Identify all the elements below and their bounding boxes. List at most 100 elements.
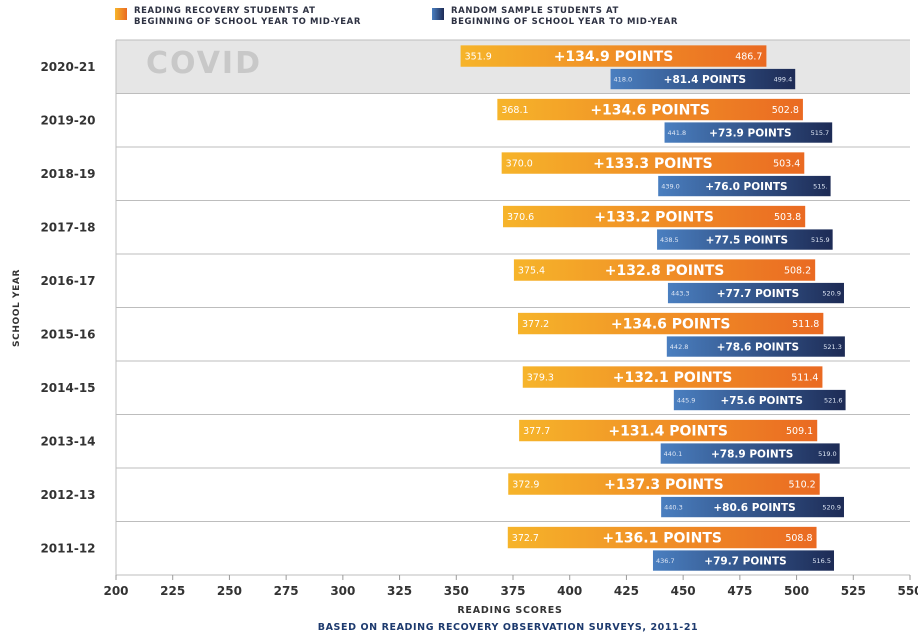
bar-rs-gain-label: +80.6 POINTS bbox=[713, 502, 795, 514]
bar-rs-gain-label: +79.7 POINTS bbox=[704, 556, 786, 568]
bar-reading-recovery bbox=[513, 259, 816, 281]
bar-rs-end-label: 499.4 bbox=[774, 76, 793, 84]
legend-rr-line2: BEGINNING OF SCHOOL YEAR TO MID-YEAR bbox=[134, 17, 361, 27]
covid-annotation: COVID bbox=[146, 46, 262, 81]
bar-rr-end-label: 502.8 bbox=[772, 105, 799, 116]
bar-rr-gain-label: +133.3 POINTS bbox=[593, 156, 713, 172]
bar-rr-gain-label: +134.9 POINTS bbox=[554, 49, 674, 65]
y-tick-label: 2017-18 bbox=[40, 220, 95, 234]
bar-rr-end-label: 503.4 bbox=[773, 159, 800, 170]
bar-random-sample bbox=[657, 229, 833, 250]
bar-rs-gain-label: +77.5 POINTS bbox=[706, 235, 788, 247]
x-tick-label: 375 bbox=[500, 584, 525, 598]
chart-footnote: BASED ON READING RECOVERY OBSERVATION SU… bbox=[318, 622, 699, 633]
bar-rr-gain-label: +134.6 POINTS bbox=[611, 317, 731, 333]
bar-rr-gain-label: +136.1 POINTS bbox=[602, 531, 722, 547]
bar-random-sample bbox=[610, 68, 796, 90]
legend-swatch-random-sample bbox=[432, 8, 444, 20]
x-tick-label: 350 bbox=[444, 584, 469, 598]
bar-rr-gain-label: +134.6 POINTS bbox=[590, 103, 710, 119]
x-tick-label: 525 bbox=[841, 584, 866, 598]
bar-rs-start-label: 442.8 bbox=[670, 343, 689, 351]
x-tick-label: 225 bbox=[160, 584, 185, 598]
bar-rr-gain-label: +132.1 POINTS bbox=[613, 370, 733, 386]
bar-rs-start-label: 438.5 bbox=[660, 236, 679, 244]
x-axis-title: READING SCORES bbox=[457, 605, 562, 616]
y-tick-label: 2015-16 bbox=[40, 327, 95, 341]
bar-rs-start-label: 440.1 bbox=[664, 450, 683, 458]
x-tick-label: 250 bbox=[217, 584, 242, 598]
bar-rr-end-label: 511.8 bbox=[792, 319, 819, 330]
bar-rr-end-label: 486.7 bbox=[735, 52, 762, 63]
y-tick-label: 2016-17 bbox=[40, 274, 95, 288]
bar-rr-gain-label: +131.4 POINTS bbox=[608, 424, 728, 440]
bar-rs-end-label: 521.3 bbox=[823, 343, 842, 351]
x-tick-label: 275 bbox=[274, 584, 299, 598]
bar-reading-recovery bbox=[519, 419, 818, 442]
y-tick-label: 2014-15 bbox=[40, 381, 95, 395]
bar-random-sample bbox=[667, 282, 844, 304]
bar-rs-gain-label: +81.4 POINTS bbox=[664, 74, 746, 86]
bar-rs-start-label: 445.9 bbox=[677, 397, 696, 405]
bar-rr-start-label: 377.7 bbox=[523, 426, 550, 437]
bar-rs-end-label: 519.0 bbox=[818, 450, 837, 458]
bar-rs-gain-label: +77.7 POINTS bbox=[717, 288, 799, 300]
bar-rr-end-label: 509.1 bbox=[786, 426, 813, 437]
bar-reading-recovery bbox=[522, 366, 823, 388]
y-tick-label: 2013-14 bbox=[40, 434, 95, 448]
x-tick-label: 300 bbox=[330, 584, 355, 598]
y-tick-label: 2011-12 bbox=[40, 541, 95, 555]
bar-random-sample bbox=[652, 550, 835, 571]
bar-random-sample bbox=[664, 122, 833, 143]
bar-rs-end-label: 516.5 bbox=[812, 557, 831, 565]
bar-rr-start-label: 370.6 bbox=[507, 212, 534, 223]
bar-rs-start-label: 439.0 bbox=[661, 183, 680, 191]
bar-rr-end-label: 510.2 bbox=[789, 480, 816, 491]
bar-rs-gain-label: +73.9 POINTS bbox=[709, 128, 791, 140]
bar-rs-gain-label: +78.6 POINTS bbox=[717, 342, 799, 354]
x-tick-label: 200 bbox=[103, 584, 128, 598]
bar-rr-start-label: 370.0 bbox=[506, 159, 533, 170]
bar-reading-recovery bbox=[497, 98, 803, 121]
bar-reading-recovery bbox=[508, 473, 820, 495]
legend-rs-line2: BEGINNING OF SCHOOL YEAR TO MID-YEAR bbox=[451, 17, 678, 27]
legend-swatch-reading-recovery bbox=[115, 8, 127, 20]
bar-rr-gain-label: +137.3 POINTS bbox=[604, 477, 724, 493]
bar-rs-start-label: 418.0 bbox=[614, 76, 633, 84]
bar-reading-recovery bbox=[517, 312, 824, 335]
bar-rr-end-label: 508.8 bbox=[785, 533, 812, 544]
bar-rs-gain-label: +76.0 POINTS bbox=[705, 181, 787, 193]
bar-rr-start-label: 372.7 bbox=[512, 533, 539, 544]
x-tick-label: 400 bbox=[557, 584, 582, 598]
bar-reading-recovery bbox=[503, 205, 806, 228]
bar-rs-end-label: 515.7 bbox=[811, 129, 830, 137]
bar-rr-gain-label: +132.8 POINTS bbox=[605, 263, 725, 279]
x-tick-label: 450 bbox=[671, 584, 696, 598]
bar-reading-recovery bbox=[501, 152, 805, 174]
bar-rr-end-label: 511.4 bbox=[791, 373, 818, 384]
bar-rs-start-label: 440.3 bbox=[664, 504, 683, 512]
bar-rs-end-label: 515.9 bbox=[811, 236, 830, 244]
bar-random-sample bbox=[666, 336, 845, 357]
legend-rr-line1: READING RECOVERY STUDENTS AT bbox=[134, 6, 316, 16]
bar-rr-start-label: 368.1 bbox=[501, 105, 528, 116]
bar-rs-start-label: 436.7 bbox=[656, 557, 675, 565]
bar-rr-gain-label: +133.2 POINTS bbox=[594, 210, 714, 226]
bar-rr-start-label: 379.3 bbox=[527, 373, 554, 384]
bar-rs-gain-label: +75.6 POINTS bbox=[721, 395, 803, 407]
bar-rs-end-label: 521.6 bbox=[824, 397, 843, 405]
bar-random-sample bbox=[660, 443, 840, 464]
bar-rr-start-label: 375.4 bbox=[518, 266, 545, 277]
legend-label-reading-recovery: READING RECOVERY STUDENTS AT BEGINNING O… bbox=[134, 6, 361, 28]
y-tick-label: 2020-21 bbox=[40, 60, 95, 74]
bar-random-sample bbox=[673, 389, 846, 411]
legend-rs-line1: RANDOM SAMPLE STUDENTS AT bbox=[451, 6, 619, 16]
y-tick-label: 2018-19 bbox=[40, 167, 95, 181]
bar-rr-end-label: 508.2 bbox=[784, 266, 811, 277]
bar-rs-end-label: 520.9 bbox=[822, 504, 841, 512]
x-tick-label: 475 bbox=[727, 584, 752, 598]
bar-rs-start-label: 441.8 bbox=[668, 129, 687, 137]
x-tick-label: 500 bbox=[784, 584, 809, 598]
bar-random-sample bbox=[658, 175, 831, 197]
